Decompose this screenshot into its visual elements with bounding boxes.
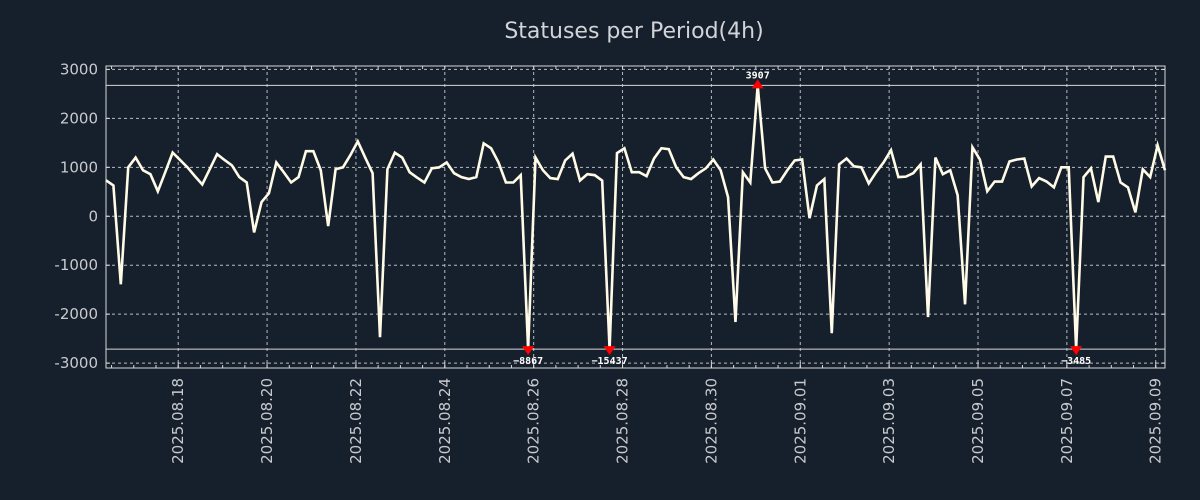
clip-marker-down [1070,346,1083,356]
x-tick-label: 2025.09.09 [1147,378,1165,464]
annotation-label: −15437 [592,356,628,367]
y-tick-label: 1000 [60,158,98,176]
x-tick-label: 2025.08.28 [614,378,632,464]
clip-marker-up [751,79,764,89]
axes: 3000 2000 1000 0 -1000 -2000 -3000 2025.08.18 20… [54,60,1166,464]
grid [106,66,1165,368]
x-tick-label: 2025.08.30 [702,378,720,464]
y-tick-label: 0 [88,207,98,225]
x-tick-label: 2025.08.20 [258,378,276,464]
x-tick-label: 2025.09.03 [880,378,898,464]
series-line [105,85,1167,350]
plot-area [105,85,1167,350]
x-tick-label: 2025.09.01 [791,378,809,464]
annotation-label: −8867 [513,356,543,367]
x-tick-label: 2025.09.05 [969,378,987,464]
x-tick-label: 2025.08.26 [525,378,543,464]
y-tick-label: -1000 [54,256,98,274]
x-tick-label: 2025.08.22 [347,378,365,464]
y-tick-label: -2000 [54,305,98,323]
annotation-label: −3485 [1061,356,1091,367]
x-tick-label: 2025.09.07 [1058,378,1076,464]
y-tick-label: 3000 [60,60,98,78]
annotations: −8867 −15437 3907 −3485 [513,70,1091,367]
y-tick-label: -3000 [54,354,98,372]
clip-marker-down [522,346,535,356]
x-tick-label: 2025.08.24 [436,378,454,464]
y-tick-label: 2000 [60,109,98,127]
annotation-label: 3907 [746,70,770,81]
x-tick-label: 2025.08.18 [169,378,187,464]
plot-frame [105,65,1166,369]
clip-marker-down [603,346,616,356]
chart-title: Statuses per Period(4h) [504,19,763,44]
